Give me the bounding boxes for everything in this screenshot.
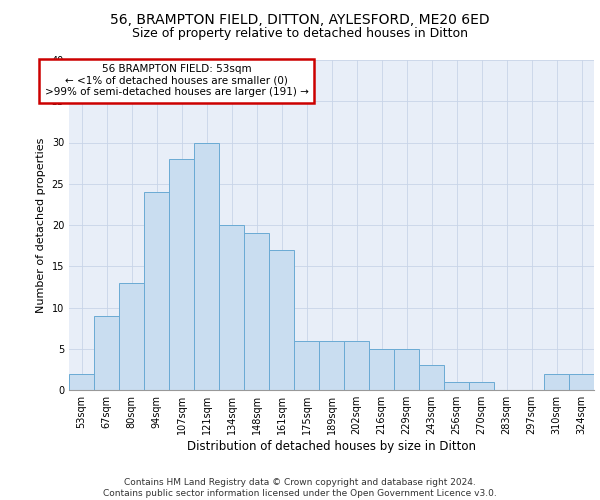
Text: Size of property relative to detached houses in Ditton: Size of property relative to detached ho… <box>132 28 468 40</box>
Y-axis label: Number of detached properties: Number of detached properties <box>36 138 46 312</box>
Bar <box>294 340 319 390</box>
Bar <box>169 159 194 390</box>
Bar <box>194 142 219 390</box>
Bar <box>144 192 169 390</box>
Text: 56, BRAMPTON FIELD, DITTON, AYLESFORD, ME20 6ED: 56, BRAMPTON FIELD, DITTON, AYLESFORD, M… <box>110 12 490 26</box>
Bar <box>369 349 394 390</box>
Bar <box>444 382 469 390</box>
Bar <box>469 382 494 390</box>
Text: Contains HM Land Registry data © Crown copyright and database right 2024.
Contai: Contains HM Land Registry data © Crown c… <box>103 478 497 498</box>
Bar <box>119 283 144 390</box>
Bar <box>269 250 294 390</box>
Bar <box>394 349 419 390</box>
Bar <box>419 365 444 390</box>
Bar <box>219 225 244 390</box>
Bar <box>69 374 94 390</box>
Bar <box>319 340 344 390</box>
Bar <box>344 340 369 390</box>
Bar <box>244 233 269 390</box>
Bar <box>94 316 119 390</box>
Text: 56 BRAMPTON FIELD: 53sqm
← <1% of detached houses are smaller (0)
>99% of semi-d: 56 BRAMPTON FIELD: 53sqm ← <1% of detach… <box>44 64 308 98</box>
Bar <box>569 374 594 390</box>
Bar <box>544 374 569 390</box>
X-axis label: Distribution of detached houses by size in Ditton: Distribution of detached houses by size … <box>187 440 476 453</box>
